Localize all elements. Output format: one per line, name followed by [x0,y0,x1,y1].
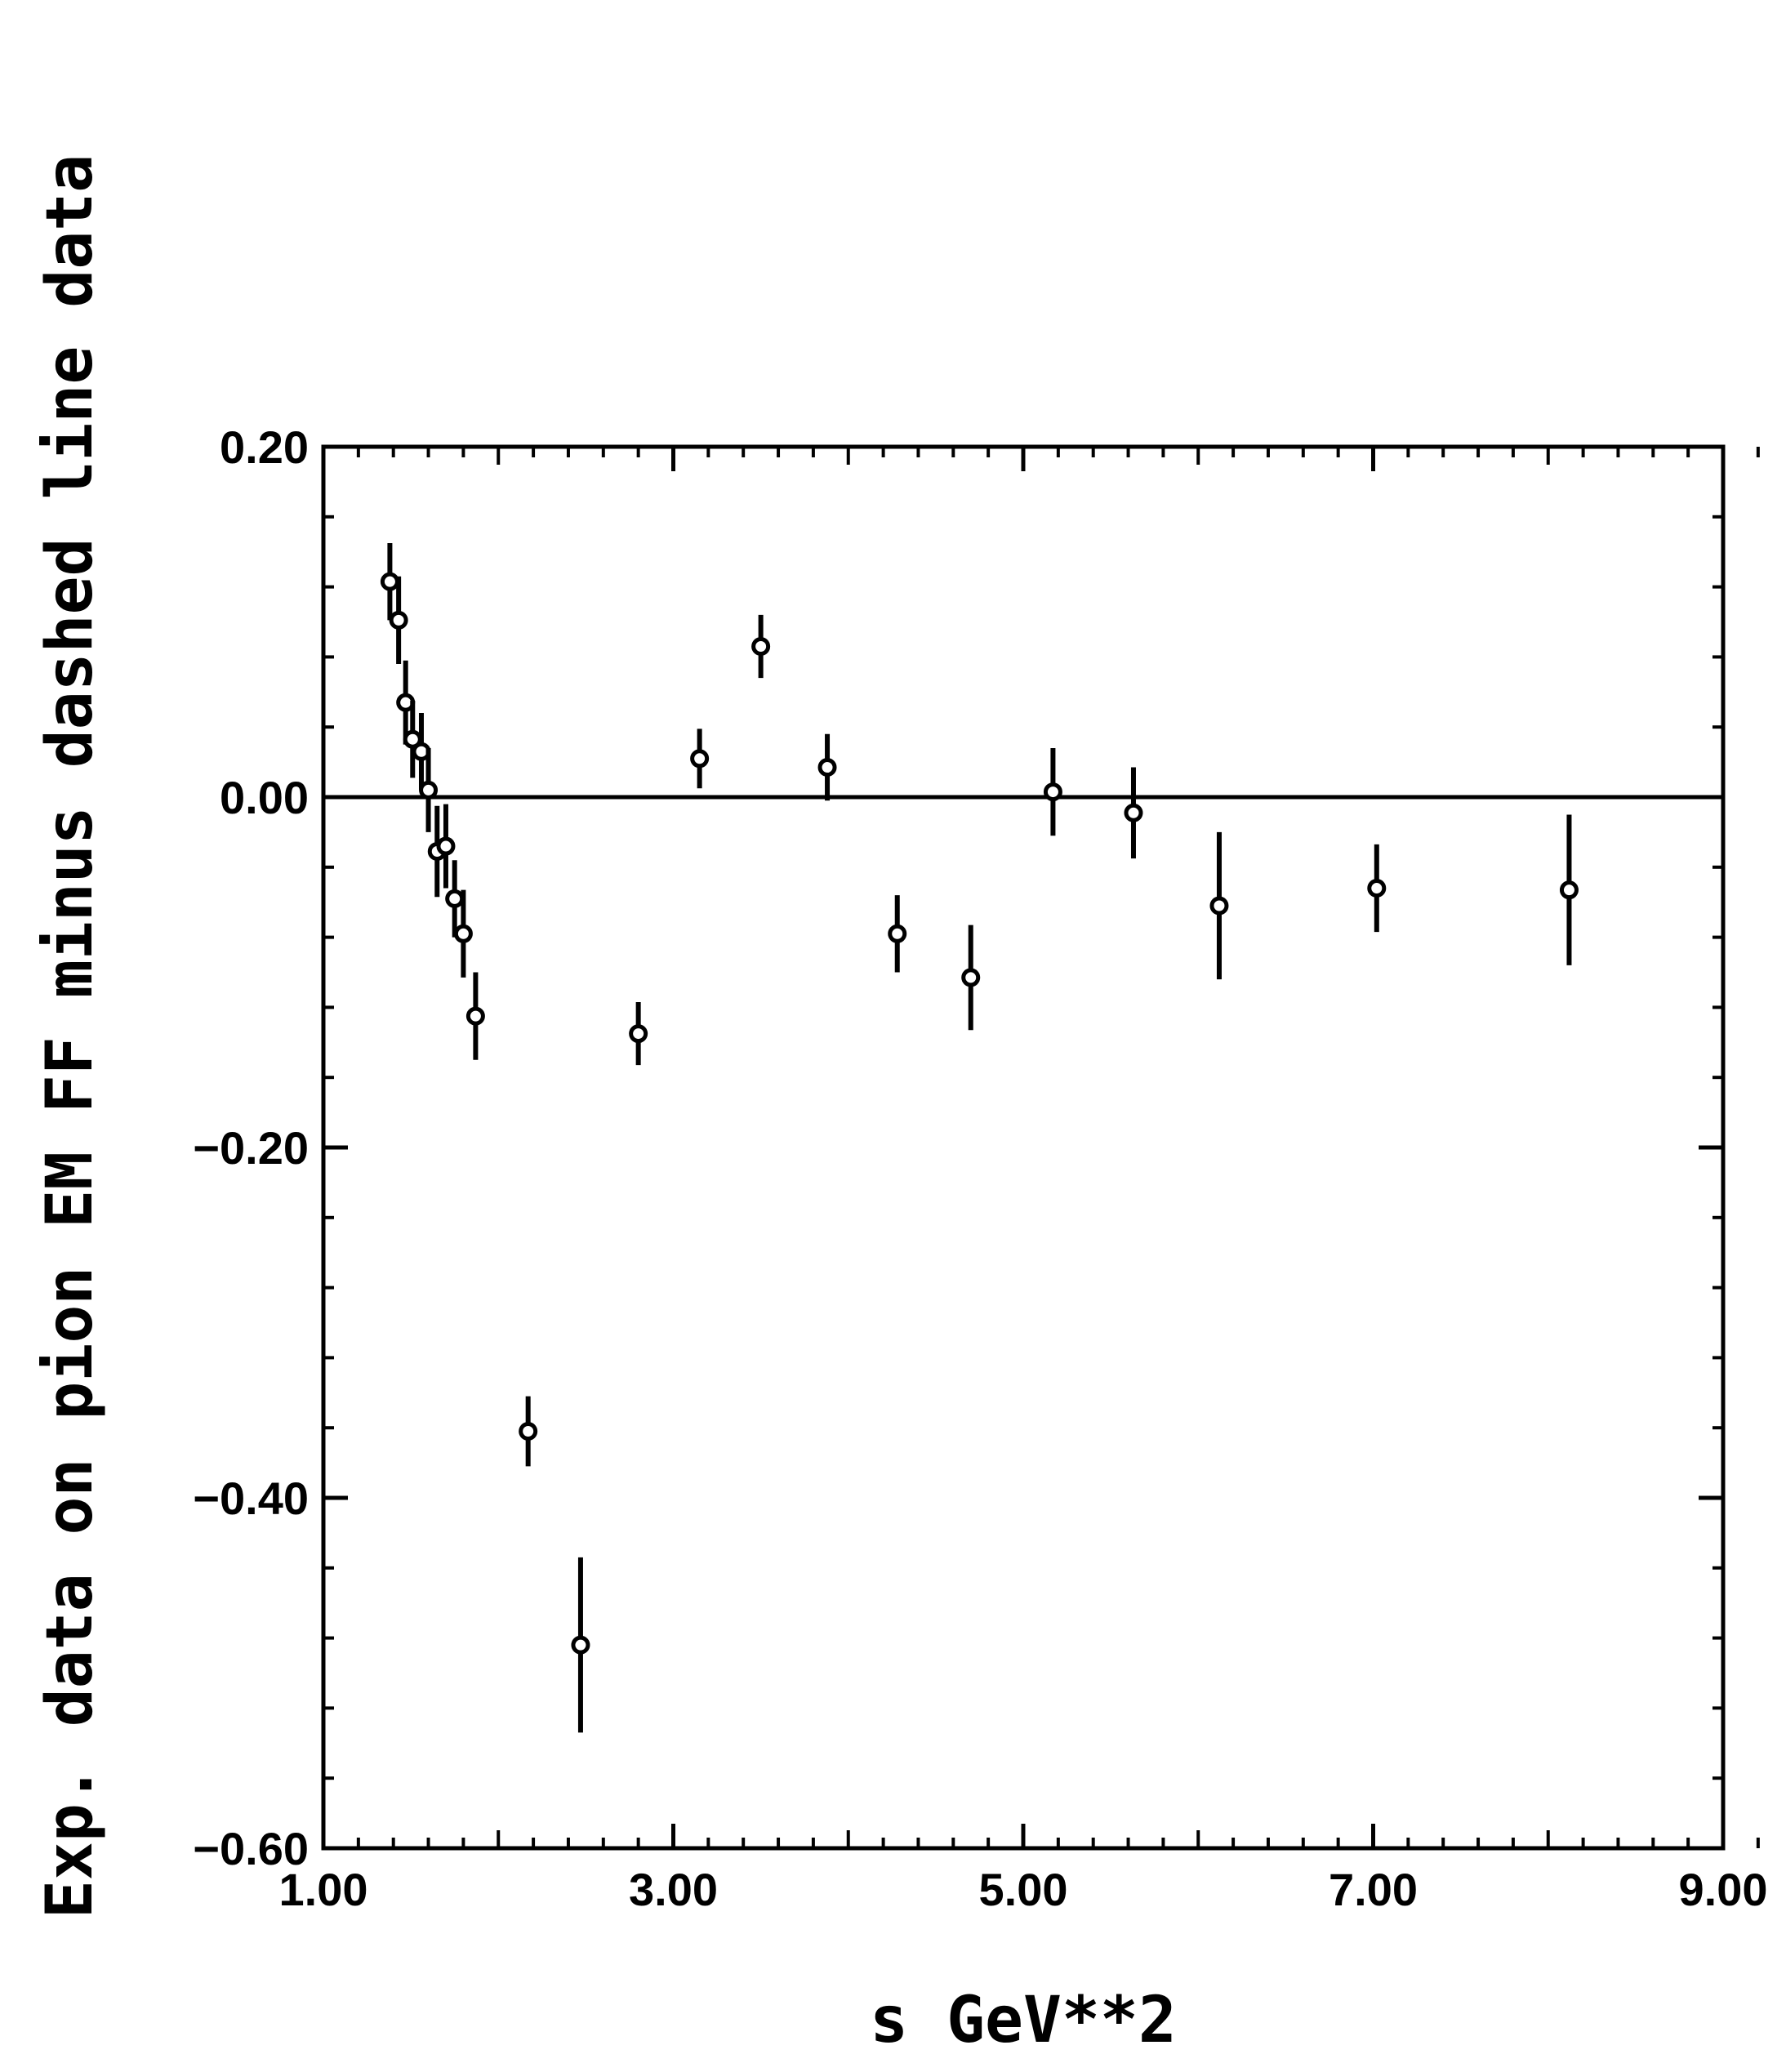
x-tick-label: 5.00 [979,1864,1068,1915]
x-tick-label: 9.00 [1679,1864,1768,1915]
x-axis-title: s GeV**2 [870,1984,1177,2057]
point-marker [888,924,907,943]
point-marker [817,758,837,778]
data-point [465,972,485,1060]
y-tick-labels: 0.20 0.00 −0.20 −0.40 −0.60 [193,421,309,1874]
point-marker [1124,803,1143,822]
data-point [1043,747,1062,836]
point-marker [751,637,771,657]
y-tick-label: 0.20 [220,421,309,473]
data-point [629,1001,648,1066]
point-marker [436,836,456,856]
data-point [1559,814,1579,965]
data-point [436,804,456,889]
point-marker [1559,880,1579,900]
point-marker [453,924,473,943]
point-marker [389,610,408,630]
point-marker [571,1635,590,1655]
data-point [961,925,981,1031]
point-marker [1209,896,1229,916]
data-points [380,542,1579,1733]
x-tick-label: 7.00 [1329,1864,1418,1915]
data-point [396,660,416,745]
plot-frame [321,444,1726,1851]
data-point [1209,831,1229,980]
data-point [817,733,837,801]
data-point [751,614,771,679]
axis-ticks [321,444,1760,1851]
data-point [419,747,439,832]
point-marker [1043,782,1062,802]
point-marker [445,889,465,908]
y-tick-label: −0.20 [193,1122,309,1174]
x-tick-labels: 1.00 3.00 5.00 7.00 9.00 [279,1864,1768,1915]
data-point [1124,767,1143,859]
y-tick-label: −0.60 [193,1823,309,1874]
point-marker [419,780,439,800]
y-tick-label: 0.00 [220,772,309,823]
data-point [389,576,408,664]
data-point [380,542,399,621]
data-point [571,1557,590,1733]
point-marker [380,572,399,591]
data-point [888,895,907,973]
y-tick-label: −0.40 [193,1473,309,1524]
point-marker [690,749,710,769]
x-tick-label: 1.00 [279,1864,368,1915]
data-point [690,729,710,789]
data-point [519,1396,538,1467]
data-point [453,889,473,978]
x-tick-label: 3.00 [629,1864,718,1915]
point-marker [1367,879,1387,898]
point-marker [465,1006,485,1026]
point-marker [629,1024,648,1044]
point-marker [519,1421,538,1441]
point-marker [961,968,981,987]
data-point [1367,844,1387,933]
y-axis-title: Exp. data on pion EM FF minus dashed lin… [33,154,107,1918]
